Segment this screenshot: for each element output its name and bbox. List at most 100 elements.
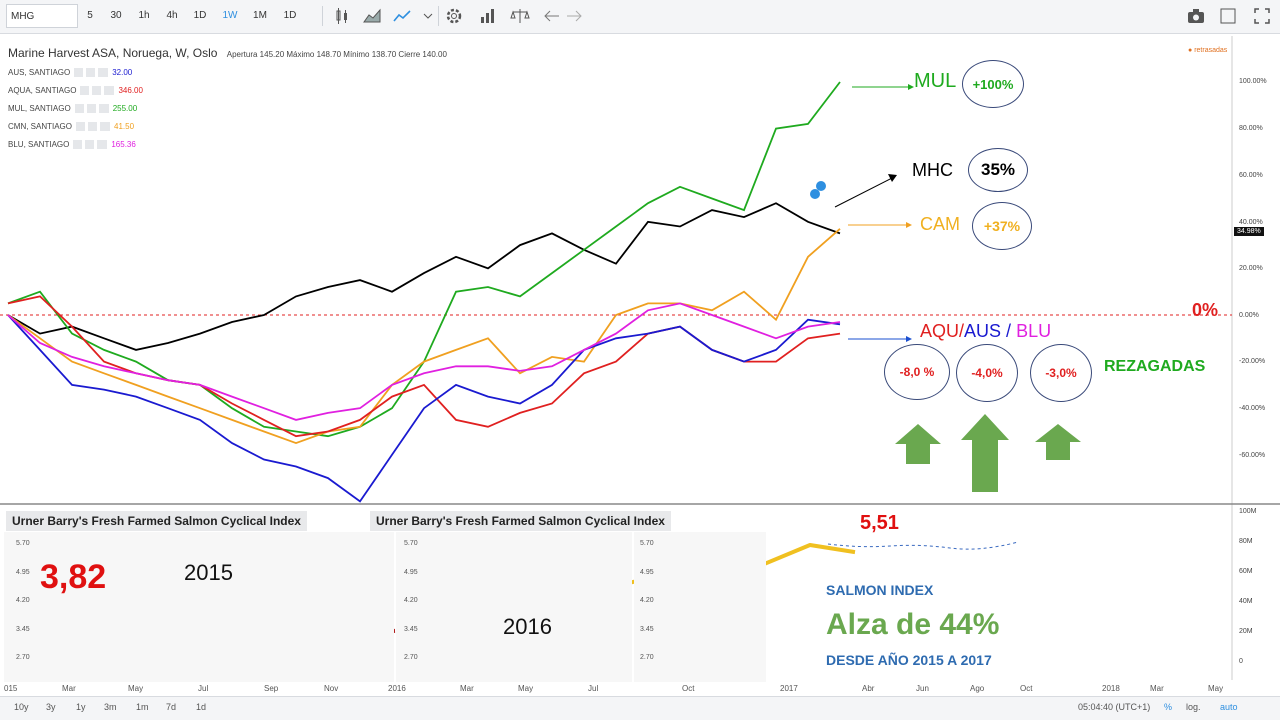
aqu-pct: -8,0 % [899,365,935,379]
line-icon[interactable] [390,4,414,28]
series-line-aus [7,314,841,503]
x-tick: Mar [460,684,474,693]
salmon-title-2: Urner Barry's Fresh Farmed Salmon Cyclic… [370,511,671,531]
camera-icon[interactable] [1184,4,1208,28]
salmon-2015-value: 3,82 [40,558,107,596]
indicators-icon[interactable] [476,4,500,28]
legend-item-aqua[interactable]: AQUA, SANTIAGO 346.00 [8,85,143,97]
zero-label: 0% [1192,300,1219,320]
chevron-down-icon[interactable] [416,4,440,28]
fullscreen-icon[interactable] [1250,4,1274,28]
vol-tick: 40M [1239,598,1253,605]
event-marker [816,181,826,191]
vol-tick: 0 [1239,658,1243,665]
blu-label: BLU [1016,321,1052,341]
vol-tick: 100M [1239,508,1257,515]
range-10y[interactable]: 10y [14,702,29,712]
interval-1m[interactable]: 1M [253,10,267,21]
legend-value: 346.00 [118,86,143,95]
delayed-badge: ● retrasadas [1188,47,1228,54]
undo-icon[interactable] [540,4,564,28]
salmon-tick: 2.70 [16,654,30,661]
gear-icon[interactable] [442,4,466,28]
salmon-tick: 5.70 [404,540,418,547]
y-tick: -20.00% [1239,358,1266,365]
x-tick: Jul [198,684,209,693]
series-line-aqu [7,295,841,438]
salmon-title-1: Urner Barry's Fresh Farmed Salmon Cyclic… [6,511,307,531]
interval-1h[interactable]: 1h [138,10,150,21]
redo-icon[interactable] [562,4,586,28]
compare-icon[interactable] [508,4,532,28]
x-tick: May [1208,684,1224,693]
vol-tick: 80M [1239,538,1253,545]
aus-pct: -4,0% [971,366,1003,380]
salmon-2016a-panel [396,532,632,682]
slash: / [959,321,965,341]
layout-icon[interactable] [1216,4,1240,28]
interval-1d[interactable]: 1D [193,10,207,21]
x-tick: May [518,684,534,693]
x-tick: May [128,684,144,693]
mul-pct-circle: +100% [962,60,1024,108]
aqu-label: AQU [920,321,960,341]
salmon-tick: 3.45 [640,626,654,633]
range-3m[interactable]: 3m [104,702,117,712]
cam-pct-circle: +37% [972,202,1032,250]
x-tick: Sep [264,684,279,693]
aus-label: AUS [964,321,1002,341]
salmon-index-label: SALMON INDEX [826,582,934,598]
x-tick: 2017 [780,684,798,693]
salmon-tick: 4.95 [404,569,418,576]
percent-toggle[interactable]: % [1164,702,1173,712]
candles-icon[interactable] [330,4,354,28]
x-tick: Nov [324,684,339,693]
legend-value: 255.00 [112,104,138,113]
range-7d[interactable]: 7d [166,702,177,712]
range-3y[interactable]: 3y [46,702,56,712]
interval-4h[interactable]: 4h [166,10,178,21]
log-toggle[interactable]: log. [1186,702,1201,712]
range-1m[interactable]: 1m [136,702,149,712]
range-1d[interactable]: 1d [196,702,207,712]
y-tick: 80.00% [1239,125,1263,132]
salmon-tick: 3.45 [404,626,418,633]
year-2016: 2016 [503,614,552,639]
auto-toggle[interactable]: auto [1220,702,1238,712]
salmon-tick: 4.20 [16,597,30,604]
x-tick: Oct [1020,684,1033,693]
legend-item-cmn[interactable]: CMN, SANTIAGO 41.50 [8,121,134,133]
x-tick: Jul [588,684,599,693]
y-tick: -60.00% [1239,452,1266,459]
delayed-label: retrasadas [1194,47,1228,54]
y-tick: 20.00% [1239,265,1263,272]
ohlc-values: Apertura 145.20 Máximo 148.70 Mínimo 138… [226,50,447,59]
salmon-tick: 5.70 [16,540,30,547]
interval-1w[interactable]: 1W [222,10,238,21]
symbol-input[interactable]: MHG [6,4,78,28]
blu-pct-circle: -3,0% [1030,344,1092,402]
interval-custom[interactable]: 1D [283,10,297,21]
legend-item-mul[interactable]: MUL, SANTIAGO 255.00 [8,103,137,115]
slash: / [1001,321,1017,341]
salmon-2016b-panel [634,532,766,682]
y-tick: 60.00% [1239,172,1263,179]
x-tick: Mar [1150,684,1164,693]
up-arrow-aus [961,414,1009,492]
up-arrow-blu [1035,424,1081,460]
x-tick: 015 [4,684,18,693]
interval-30[interactable]: 30 [110,10,122,21]
salmon-tick: 3.45 [16,626,30,633]
range-1y[interactable]: 1y [76,702,86,712]
interval-5[interactable]: 5 [87,10,93,21]
legend-item-blu[interactable]: BLU, SANTIAGO 165.36 [8,139,136,151]
legend-label: MUL, SANTIAGO [8,104,71,113]
y-tick: 40.00% [1239,219,1263,226]
salmon-line-2017 [764,543,856,566]
aus-pct-circle: -4,0% [956,344,1018,402]
bottom-bar: 10y 3y 1y 3m 1m 7d 1d 05:04:40 (UTC+1) %… [0,696,1280,720]
area-icon[interactable] [360,4,384,28]
legend-item-aus[interactable]: AUS, SANTIAGO 32.00 [8,67,132,79]
blu-pct: -3,0% [1045,366,1077,380]
salmon-projection [827,541,1019,550]
